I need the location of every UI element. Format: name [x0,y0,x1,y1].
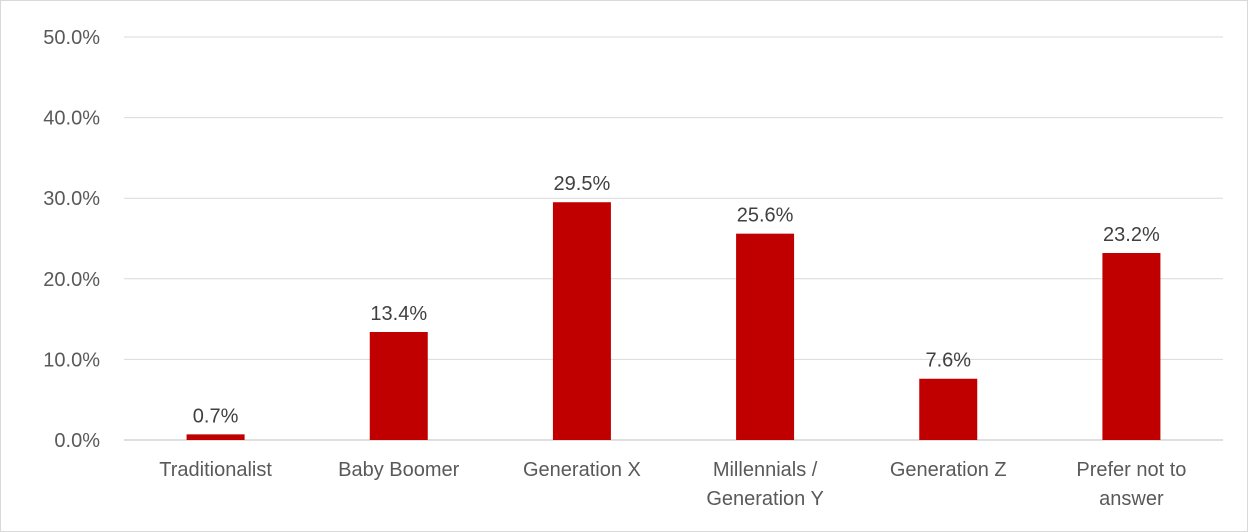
bar [369,331,428,440]
y-tick-label: 20.0% [43,269,100,291]
y-tick-label: 0.0% [54,430,100,452]
y-tick-label: 30.0% [43,188,100,210]
bar [552,202,611,440]
data-label: 29.5% [554,173,611,195]
category-label: Baby Boomer [338,459,460,481]
data-label: 7.6% [925,350,971,372]
data-label: 25.6% [737,205,794,227]
category-label: Generation Z [890,459,1007,481]
gridlines [124,36,1223,441]
bar [736,233,795,440]
bar [919,378,978,440]
bar [186,434,245,440]
bars [186,202,1161,440]
category-label: Generation X [523,459,641,481]
y-tick-label: 50.0% [43,27,100,49]
category-label: answer [1099,488,1164,510]
data-labels: 0.7% 13.4% 29.5% 25.6% 7.6% 23.2% [193,173,1160,427]
category-label: Generation Y [706,488,824,510]
x-axis-category-labels: Traditionalist Baby Boomer Generation X Mil… [159,459,1186,510]
y-tick-label: 10.0% [43,349,100,371]
y-axis-tick-labels: 0.0% 10.0% 20.0% 30.0% 40.0% 50.0% [43,27,100,452]
bar [1102,253,1161,440]
data-label: 23.2% [1103,224,1160,246]
data-label: 0.7% [193,405,239,427]
y-tick-label: 40.0% [43,108,100,130]
category-label: Millennials / [713,459,818,481]
data-label: 13.4% [370,303,427,325]
category-label: Traditionalist [159,459,272,481]
category-label: Prefer not to [1076,459,1186,481]
